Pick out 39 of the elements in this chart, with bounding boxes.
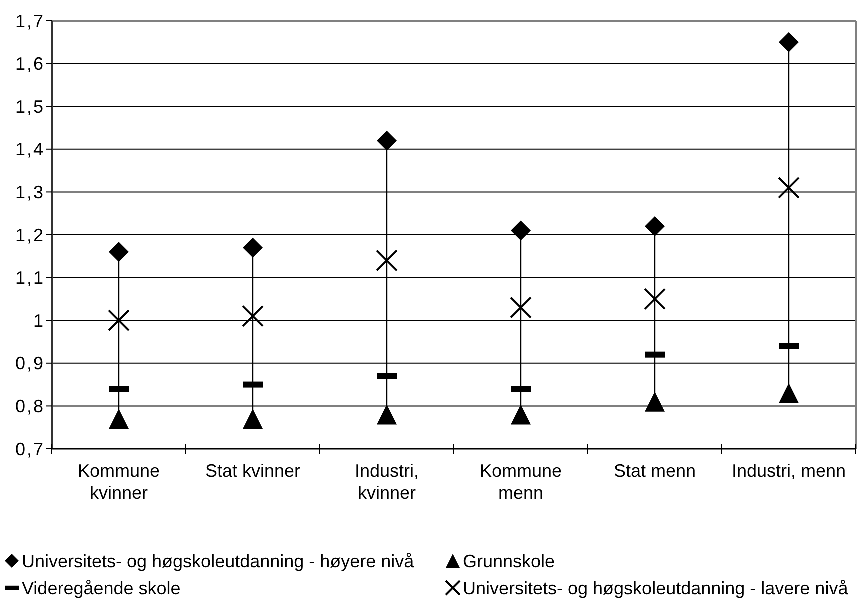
x-tick-label: Kommune menn <box>480 461 562 503</box>
point <box>109 409 129 430</box>
point <box>511 404 531 425</box>
y-tick-label: 1,1 <box>15 268 45 288</box>
x-tick-label: Kommune kvinner <box>78 461 160 503</box>
y-tick-label: 1,2 <box>15 225 45 246</box>
x-tick-label: Industri, menn <box>732 461 846 481</box>
x-tick-label: Industri, kvinner <box>354 461 420 503</box>
legend-label: Videregående skole <box>22 578 181 598</box>
point <box>376 250 398 272</box>
point <box>108 310 130 332</box>
point <box>778 176 800 199</box>
y-tick-label: 1,5 <box>15 96 45 117</box>
legend-label: Grunnskole <box>463 551 556 572</box>
point <box>109 242 129 262</box>
point <box>243 409 263 430</box>
point <box>779 32 799 52</box>
y-tick-label: 1 <box>33 310 45 331</box>
legend-label: Universitets- og høgskoleutdanning - lavere nivå <box>463 578 850 598</box>
y-tick-label: 0,8 <box>15 396 45 416</box>
point <box>377 130 397 151</box>
point <box>511 220 531 241</box>
y-tick-label: 1,4 <box>15 140 45 160</box>
point <box>242 305 264 328</box>
point <box>377 404 397 425</box>
y-tick-label: 1,3 <box>15 182 45 202</box>
point <box>510 296 532 319</box>
y-tick-label: 1,7 <box>15 11 45 32</box>
legend-label: Universitets- og høgskoleutdanning - høyere nivå <box>22 551 416 572</box>
point <box>779 383 799 404</box>
y-tick-label: 0,7 <box>15 439 45 460</box>
x-tick-label: Stat menn <box>614 461 696 481</box>
point <box>243 238 263 258</box>
point <box>644 288 666 310</box>
y-tick-label: 1,6 <box>15 54 45 74</box>
y-tick-label: 0,9 <box>15 354 45 374</box>
x-tick-label: Stat kvinner <box>205 461 301 481</box>
point <box>645 216 665 236</box>
point <box>645 392 665 412</box>
